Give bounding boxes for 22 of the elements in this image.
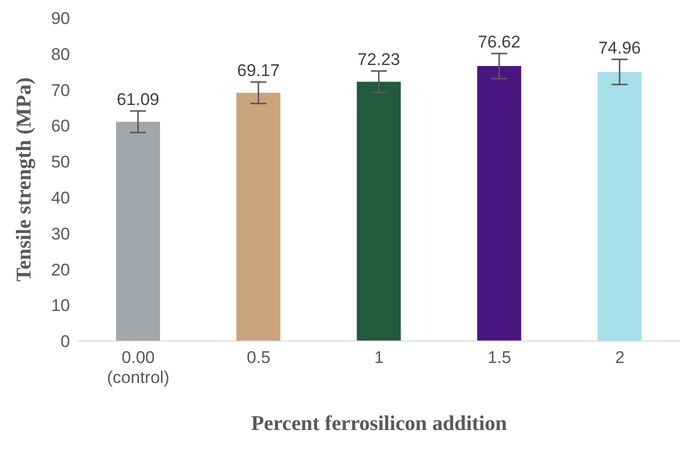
data-label: 76.62 xyxy=(478,32,520,52)
y-tick-label: 90 xyxy=(51,9,70,28)
data-label: 61.09 xyxy=(116,90,160,109)
y-tick-label: 50 xyxy=(51,152,70,172)
x-axis-title: Percent ferrosilicon addition xyxy=(251,410,508,435)
y-axis-title: Tensile strength (MPa) xyxy=(11,77,36,282)
x-tick-label: 2 xyxy=(615,348,625,367)
y-tick-label: 60 xyxy=(51,116,70,136)
y-tick-label: 20 xyxy=(51,260,70,280)
y-tick-label: 70 xyxy=(51,80,70,100)
x-tick-label: 1 xyxy=(374,348,384,367)
x-tick-label: 1.5 xyxy=(488,348,512,367)
y-tick-label: 0 xyxy=(60,332,70,352)
y-tick-label: 10 xyxy=(51,296,70,316)
data-label: 69.17 xyxy=(237,60,280,80)
data-label: 72.23 xyxy=(358,50,400,70)
data-label: 74.96 xyxy=(598,38,641,58)
y-tick-label: 80 xyxy=(51,44,70,64)
y-tick-label: 40 xyxy=(51,188,70,208)
x-tick-label: 0.5 xyxy=(246,348,270,367)
x-tick-label: 0.00 (control) xyxy=(107,348,170,387)
y-tick-label: 30 xyxy=(51,224,70,244)
